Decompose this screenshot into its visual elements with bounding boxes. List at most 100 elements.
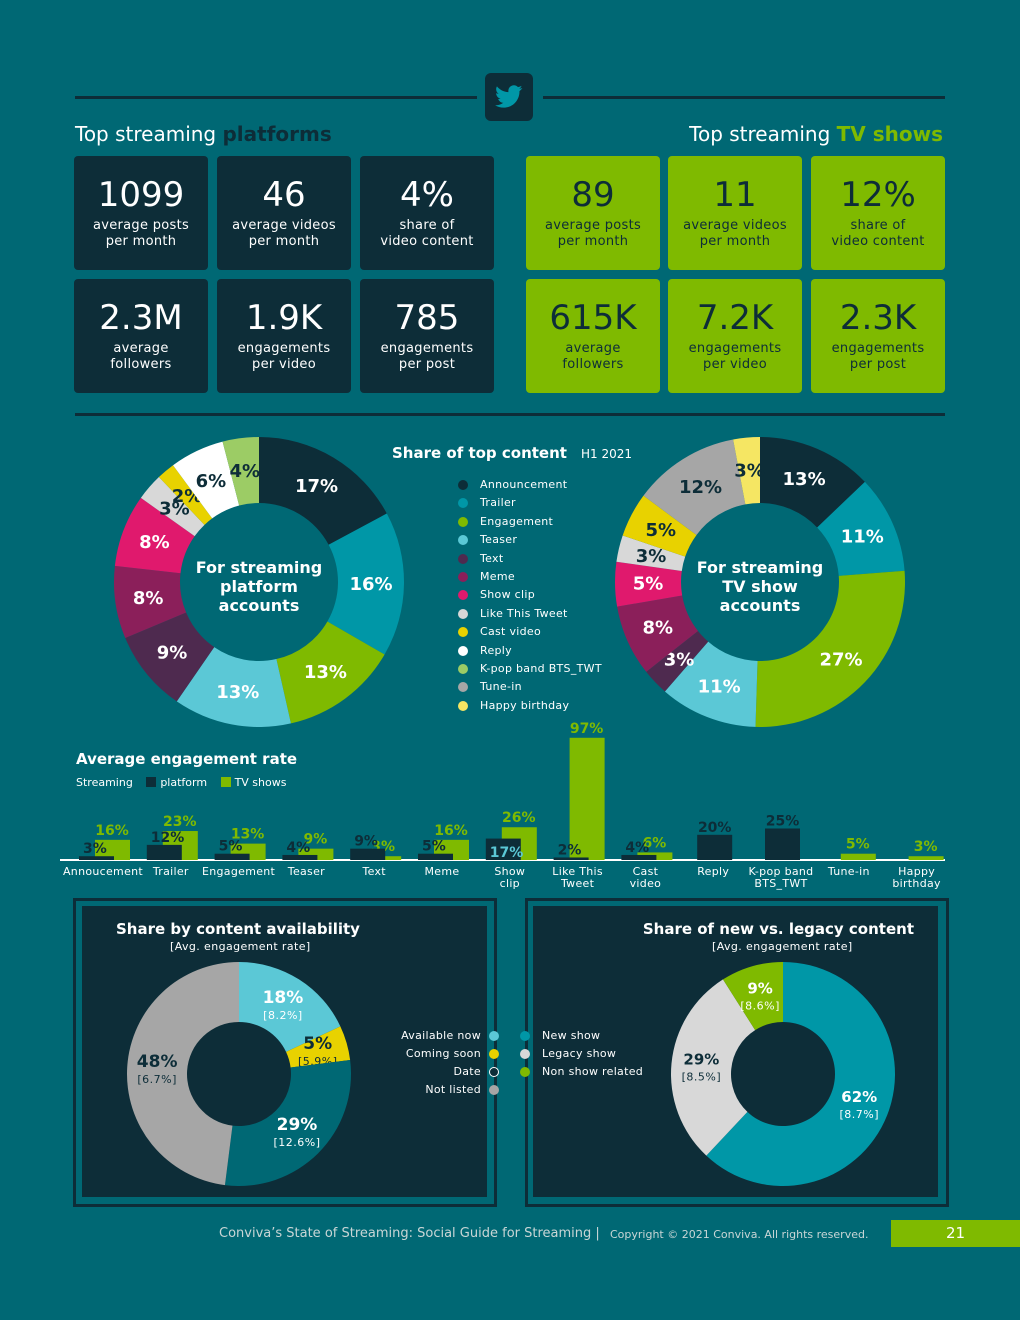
- legend-swatch-platform: [146, 777, 157, 787]
- legend-item: Legacy show: [520, 1047, 616, 1060]
- donut-slice: [125, 612, 215, 702]
- slice-rate-label: [8.6%]: [740, 999, 780, 1012]
- header-rule-right: [543, 96, 945, 99]
- legend-item: Show clip: [458, 588, 535, 601]
- donut-slice: [646, 630, 709, 692]
- legend-item: Tune-in: [458, 680, 522, 693]
- bar-platform: [765, 828, 800, 860]
- slice-label: 5%: [303, 1034, 332, 1054]
- slice-rate-label: [8.2%]: [263, 1009, 303, 1022]
- tv-card: 12% share of video content: [811, 156, 945, 270]
- donut-slice: [817, 481, 905, 576]
- donut-slice: [617, 595, 699, 672]
- slice-label: 3%: [734, 460, 765, 481]
- bar-label-tv-shows: 6%: [643, 835, 667, 851]
- bar-label-tv-shows: 3%: [914, 839, 938, 855]
- legend-dot: [458, 572, 468, 582]
- category-label: Show: [494, 865, 525, 878]
- bar-platform: [79, 856, 114, 860]
- header-rule-left: [75, 96, 477, 99]
- legend-label: Show clip: [480, 588, 536, 602]
- legend-label: Date: [453, 1065, 481, 1078]
- slice-label: 3%: [636, 546, 667, 567]
- legend-label: Like This Tweet: [480, 606, 568, 620]
- platform-card: 1.9K engagements per video: [217, 279, 351, 393]
- bar-label-tv-shows: 97%: [570, 721, 604, 737]
- legend-item: K-pop band BTS_TWT: [458, 662, 602, 675]
- legend-item: Engagement: [458, 515, 553, 528]
- slice-label: 6%: [196, 471, 227, 492]
- legend-item: Date: [453, 1065, 499, 1078]
- bar-platform: [350, 848, 386, 860]
- legend-item: New show: [520, 1029, 600, 1042]
- legend-item: Coming soon: [406, 1047, 499, 1060]
- donut-slice: [616, 535, 686, 571]
- donut-slice: [158, 465, 213, 525]
- bar-label-platform: 5%: [219, 839, 243, 855]
- slice-label: 17%: [295, 476, 338, 497]
- bar-tv-shows: [908, 856, 944, 860]
- bar-label-tv-shows: 26%: [502, 810, 536, 826]
- availability-subtitle: [Avg. engagement rate]: [170, 940, 311, 953]
- slice-label: 13%: [216, 682, 259, 703]
- bar-platform: [621, 854, 657, 860]
- legend-dot: [458, 590, 468, 601]
- bar-label-tv-shows: 16%: [434, 823, 468, 839]
- legend-dot: [458, 664, 468, 674]
- donut-slice: [259, 437, 387, 545]
- donut-center-label: accounts: [219, 596, 300, 615]
- new-vs-legacy-donut-chart: 62% [8.7%] 29% [8.5%] 9% [8.6%]: [671, 962, 895, 1186]
- bar-platform: [418, 853, 453, 860]
- donut-center-label: TV show: [722, 577, 798, 596]
- donut-center-label: platform: [220, 577, 298, 596]
- slice-rate-label: [6.7%]: [137, 1073, 177, 1086]
- slice-label: 29%: [277, 1115, 318, 1135]
- bar-label-platform: 4%: [286, 840, 310, 856]
- legend-item: Text: [458, 552, 503, 565]
- legend-dot: [489, 1031, 499, 1041]
- platform-card: 1099 average posts per month: [74, 156, 208, 270]
- category-label: video: [630, 877, 662, 890]
- bar-label-platform: 4%: [625, 840, 649, 856]
- slice-label: 16%: [349, 574, 392, 595]
- slice-rate-label: [12.6%]: [273, 1136, 320, 1149]
- bar-platform: [282, 854, 318, 860]
- category-label: Trailer: [152, 865, 189, 878]
- slice-label: 18%: [263, 988, 304, 1008]
- donut-slice: [176, 647, 291, 727]
- legend-dot: [458, 682, 468, 693]
- legend-item: Trailer: [458, 496, 516, 509]
- legend-label: Cast video: [480, 625, 542, 639]
- tv-card: 11 average videos per month: [668, 156, 802, 270]
- legend-label: Announcement: [480, 478, 568, 491]
- platforms-heading: Top streaming platforms: [75, 122, 332, 146]
- donut-slice: [173, 441, 240, 519]
- legend-item: Announcement: [458, 478, 567, 491]
- legend-label: Reply: [480, 643, 512, 657]
- legend-dot: [458, 480, 468, 490]
- slice-label: 13%: [304, 662, 347, 683]
- section-divider: [75, 413, 945, 416]
- tv-card: 89 average posts per month: [526, 156, 660, 270]
- bar-tv-shows: [840, 853, 876, 860]
- footer-copyright: Copyright © 2021 Conviva. All rights res…: [610, 1228, 869, 1241]
- bar-label-platform: 5%: [422, 839, 446, 855]
- category-label: Reply: [697, 865, 729, 878]
- legend-label: Coming soon: [405, 1047, 481, 1060]
- legend-label: Trailer: [480, 496, 516, 510]
- legend-dot: [489, 1067, 499, 1077]
- legend-item: Reply: [458, 644, 512, 657]
- platform-card: 2.3M average followers: [74, 279, 208, 393]
- category-label: clip: [500, 877, 520, 890]
- category-label: K-pop band: [749, 865, 814, 878]
- legend-item: Cast video: [458, 625, 541, 638]
- bar-label-platform: 20%: [698, 820, 732, 836]
- slice-label: 13%: [783, 469, 826, 490]
- bar-platform: [146, 844, 182, 860]
- donut-slice: [114, 565, 187, 639]
- slice-label: 5%: [645, 520, 676, 541]
- bar-platform: [553, 857, 589, 860]
- slice-label: 3%: [159, 499, 190, 520]
- slice-label: 11%: [698, 676, 741, 697]
- donut-slice: [615, 561, 683, 607]
